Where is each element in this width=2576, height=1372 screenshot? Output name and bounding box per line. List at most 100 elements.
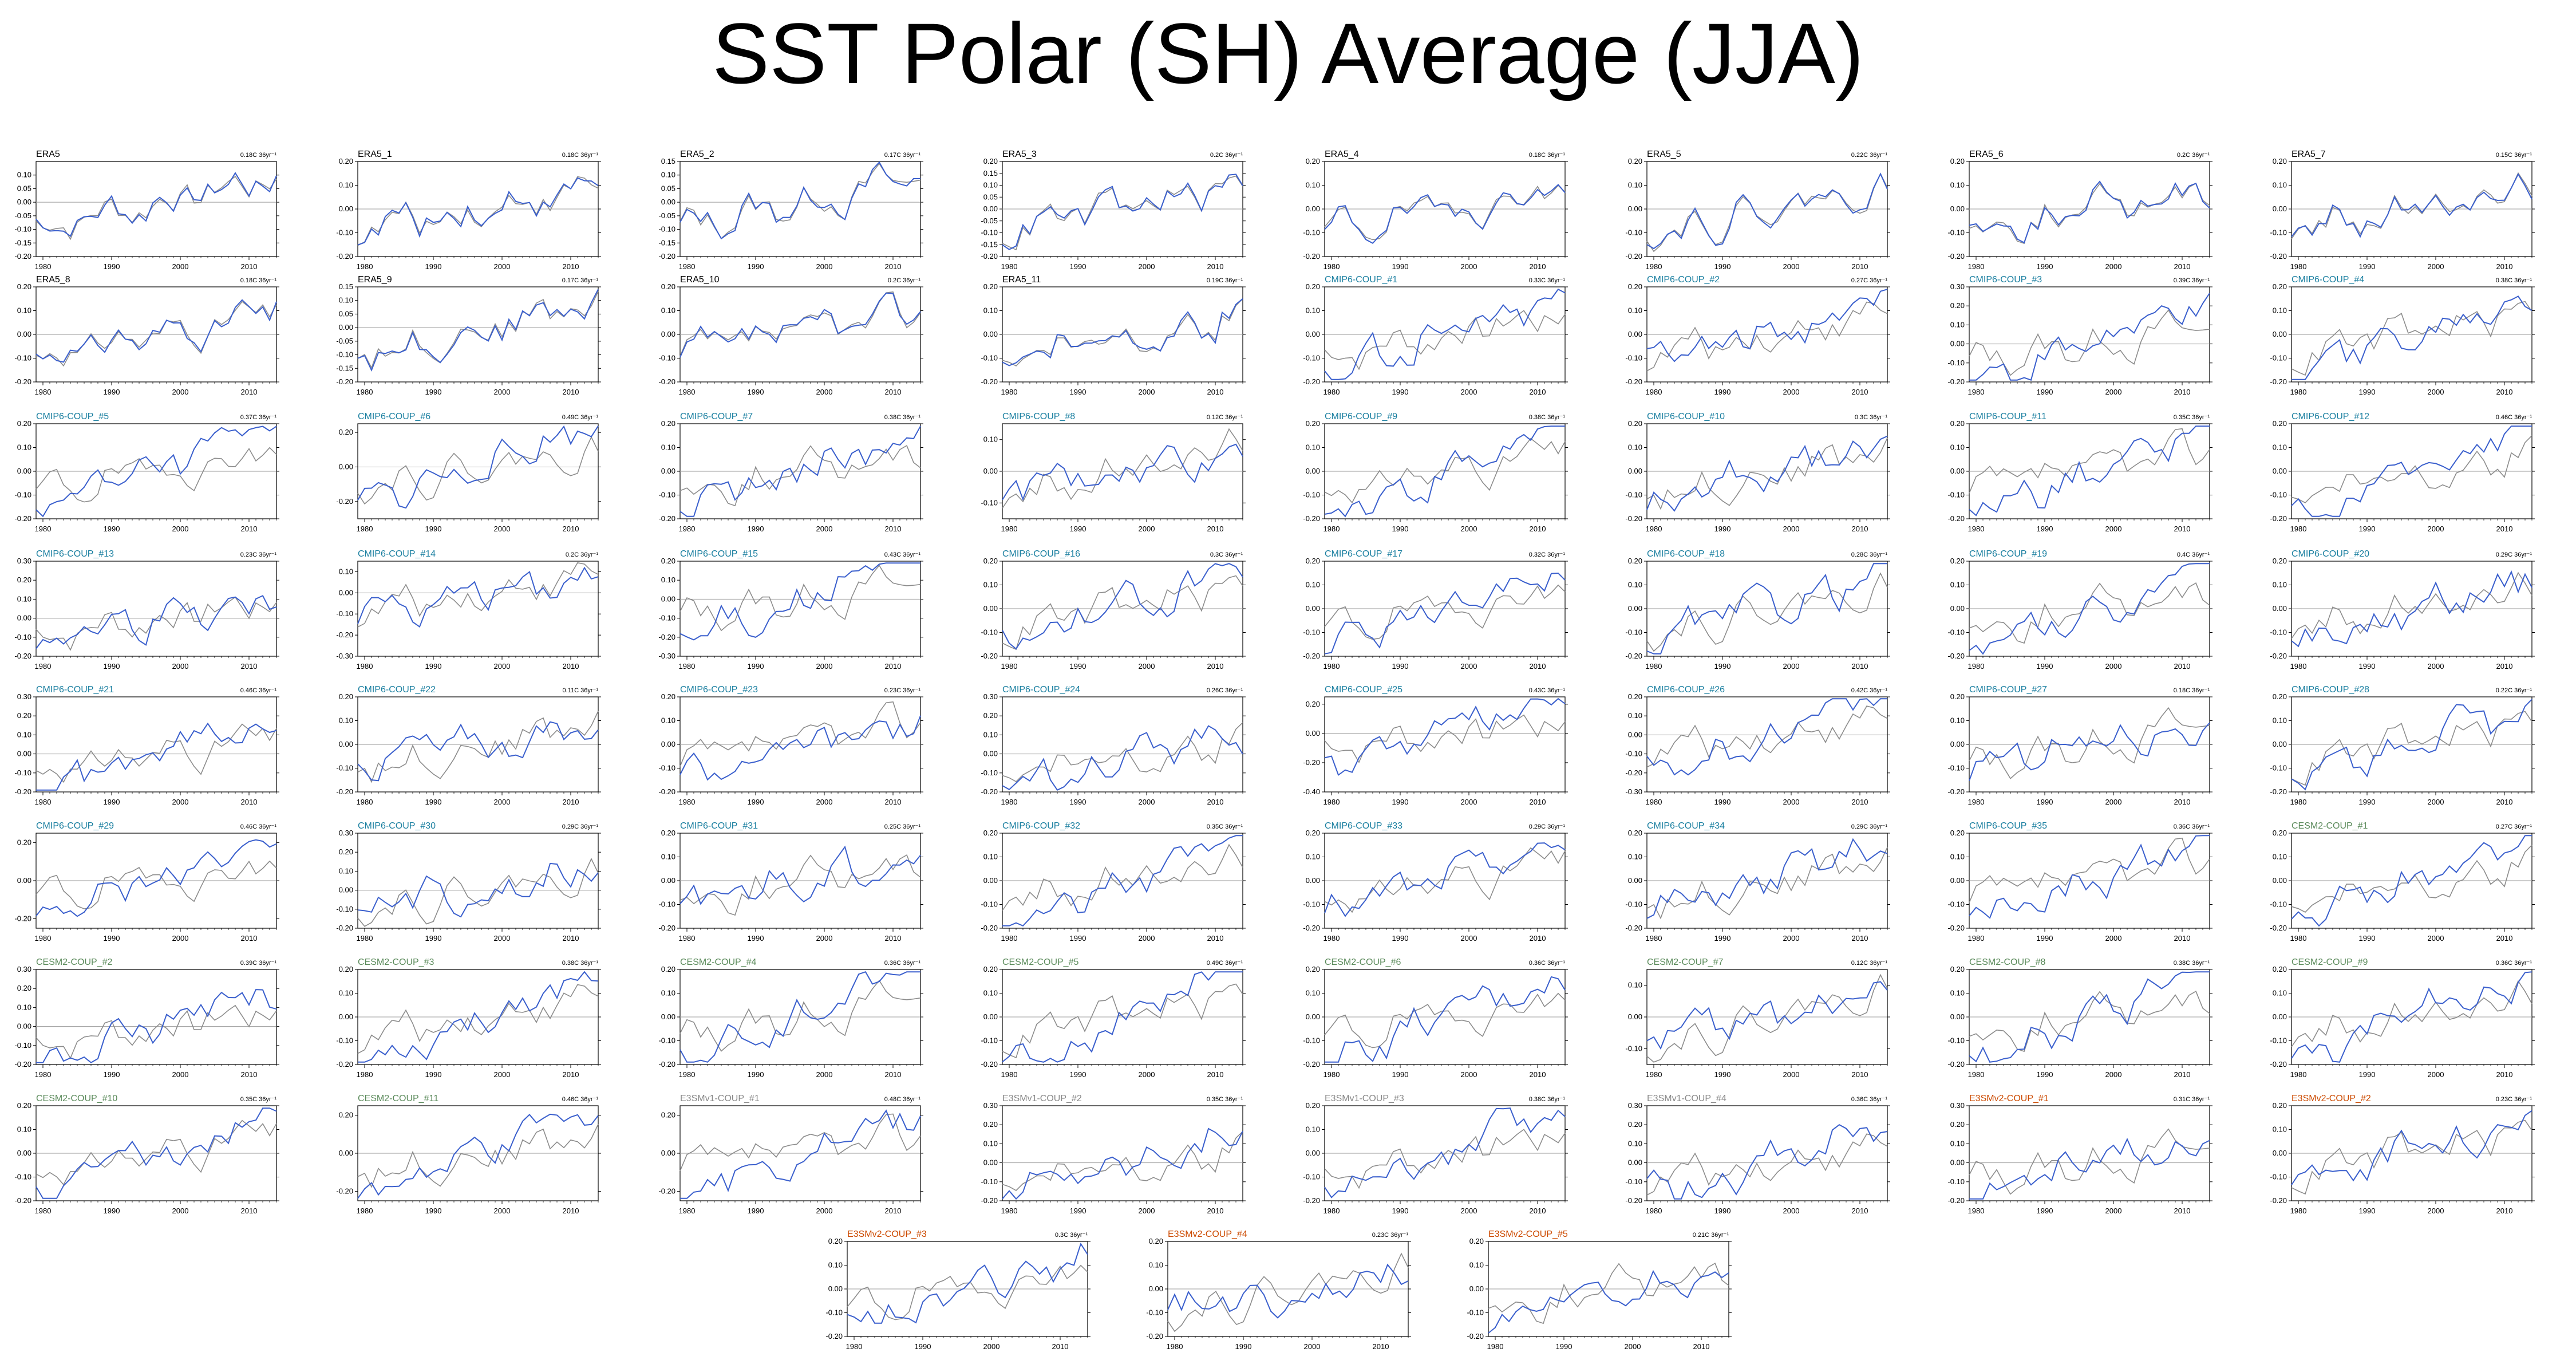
- y-tick-label: -0.20: [2270, 1196, 2287, 1205]
- panel-era5-3: ERA5_3 0.2C 36yr⁻¹ 0.20 0.15 0.10 0.05 0.00 -0.…: [981, 149, 1246, 271]
- panel-era5-2: ERA5_2 0.17C 36yr⁻¹ 0.15 0.10 0.05 0.00 -0.05 -…: [658, 149, 923, 271]
- panel-title: CMIP6-COUP_#8: [1002, 412, 1075, 421]
- x-tick-label: 1980: [357, 1070, 373, 1079]
- x-tick-label: 2000: [1783, 1207, 1800, 1215]
- series-member-line: [357, 862, 599, 918]
- x-tick-label: 1980: [35, 262, 52, 271]
- x-tick-label: 1990: [1235, 1342, 1252, 1351]
- y-tick-label: -0.10: [1625, 628, 1642, 637]
- y-tick-label: 0.00: [1628, 604, 1642, 613]
- y-tick-label: -0.20: [1303, 652, 1320, 660]
- y-tick-label: 0.20: [17, 419, 31, 428]
- y-tick-label: -0.05: [336, 337, 353, 345]
- y-tick-label: -0.10: [981, 498, 998, 507]
- series-member-line: [1969, 425, 2210, 517]
- y-tick-label: 0.10: [1950, 581, 1965, 589]
- x-tick-label: 1980: [35, 798, 52, 806]
- x-tick-label: 2010: [1530, 525, 1546, 533]
- panel-title: CMIP6-COUP_#35: [1969, 821, 2047, 831]
- y-tick-label: -0.20: [1625, 1196, 1642, 1205]
- y-tick-label: -0.10: [1303, 1173, 1320, 1181]
- y-tick-label: -0.20: [1467, 1332, 1484, 1341]
- series-reference-line: [1969, 582, 2210, 644]
- x-tick-label: 2010: [1207, 388, 1224, 396]
- y-tick-label: 0.00: [983, 604, 998, 613]
- series-reference-line: [1324, 992, 1566, 1048]
- x-tick-label: 2000: [816, 525, 833, 533]
- panel-trend-label: 0.27C 36yr⁻¹: [1851, 277, 1888, 284]
- series-reference-line: [1646, 301, 1888, 372]
- panel-era5-6: ERA5_6 0.2C 36yr⁻¹0.200.100.00-0.10-0.201…: [1947, 149, 2212, 271]
- panel-era5-11: ERA5_11 0.19C 36yr⁻¹ 0.20 0.10 0.00 -0.10 -0.2…: [981, 275, 1246, 396]
- x-tick-label: 2000: [2105, 525, 2122, 533]
- plot-frame: [35, 561, 277, 657]
- x-tick-label: 2010: [2496, 525, 2513, 533]
- series-member-line: [36, 989, 277, 1063]
- x-tick-label: 1990: [2359, 1207, 2376, 1215]
- x-tick-label: 1980: [679, 1207, 696, 1215]
- y-tick-label: -0.20: [658, 377, 675, 386]
- panel-trend-label: 0.32C 36yr⁻¹: [1529, 551, 1566, 558]
- panel-e3smv2-coup-4: E3SMv2-COUP_#4 0.23C 36yr⁻¹ 0.20 0.10 0.00 -0…: [1146, 1229, 1411, 1351]
- panel-era5-10: ERA5_10 0.2C 36yr⁻¹ 0.20 0.10 0.00 -0.10 -0.20…: [658, 275, 923, 396]
- panel-cmip6-coup-16: CMIP6-COUP_#16 0.3C 36yr⁻¹ 0.20 0.10 0.00 -0.…: [981, 549, 1246, 671]
- plot-frame: [35, 969, 277, 1065]
- y-tick-label: 0.10: [661, 989, 675, 998]
- y-tick-label: 0.00: [983, 1158, 998, 1167]
- plot-frame: [1646, 1105, 1888, 1201]
- x-tick-label: 2000: [2105, 262, 2122, 271]
- series-member-line: [1002, 563, 1243, 650]
- series-reference-line: [1969, 707, 2210, 779]
- panel-trend-label: 0.23C 36yr⁻¹: [2496, 1096, 2532, 1103]
- panel-cmip6-coup-34: CMIP6-COUP_#34 0.29C 36yr⁻¹ 0.20 0.10 0.00 -0…: [1625, 821, 1890, 943]
- panel-trend-label: 0.12C 36yr⁻¹: [1851, 960, 1888, 967]
- y-tick-label: 0.20: [1950, 692, 1965, 701]
- panel-title: CMIP6-COUP_#26: [1647, 685, 1725, 695]
- x-tick-label: 2010: [241, 1070, 258, 1079]
- y-tick-label: 0.10: [1149, 1261, 1163, 1270]
- y-tick-label: -0.10: [1947, 900, 1965, 909]
- panel-title: E3SMv1-COUP_#3: [1325, 1094, 1404, 1103]
- y-tick-label: -0.20: [981, 1060, 998, 1069]
- x-tick-label: 2010: [1852, 798, 1868, 806]
- y-tick-label: 0.20: [1306, 1101, 1320, 1110]
- series-member-line: [1488, 1270, 1729, 1334]
- y-tick-label: -0.10: [1625, 491, 1642, 499]
- series-member-line: [1969, 293, 2210, 381]
- x-tick-label: 1990: [1714, 1207, 1731, 1215]
- y-tick-label: 0.10: [339, 866, 353, 875]
- y-tick-label: 0.00: [339, 462, 353, 471]
- x-tick-label: 2000: [2428, 934, 2444, 943]
- plot-frame: [1969, 1105, 2210, 1201]
- x-tick-label: 1990: [748, 662, 764, 671]
- y-tick-label: -0.10: [14, 225, 31, 234]
- y-tick-label: 0.00: [983, 876, 998, 885]
- y-tick-label: -0.10: [1303, 354, 1320, 362]
- y-tick-label: -0.20: [14, 914, 31, 922]
- panel-cmip6-coup-33: CMIP6-COUP_#33 0.29C 36yr⁻¹ 0.20 0.10 0.00 -0…: [1303, 821, 1568, 943]
- y-tick-label: 0.10: [1306, 443, 1320, 452]
- panel-cmip6-coup-9: CMIP6-COUP_#9 0.38C 36yr⁻¹ 0.20 0.10 0.00 -0.…: [1303, 412, 1568, 533]
- y-tick-label: 0.10: [1469, 1261, 1484, 1270]
- panel-trend-label: 0.22C 36yr⁻¹: [1851, 152, 1888, 159]
- y-tick-label: 0.20: [17, 838, 31, 847]
- y-tick-label: 0.30: [17, 692, 31, 701]
- series-reference-line: [1324, 584, 1566, 640]
- x-tick-label: 1990: [1714, 525, 1731, 533]
- y-tick-label: 0.00: [983, 1012, 998, 1021]
- y-tick-label: 0.20: [983, 282, 998, 291]
- x-tick-label: 2010: [885, 1070, 902, 1079]
- y-tick-label: 0.15: [661, 157, 675, 165]
- y-tick-label: 0.00: [17, 614, 31, 622]
- x-tick-label: 2000: [1783, 388, 1800, 396]
- panel-title: CMIP6-COUP_#15: [680, 549, 758, 559]
- y-tick-label: -0.10: [658, 764, 675, 772]
- panel-title: E3SMv1-COUP_#2: [1002, 1094, 1082, 1103]
- x-tick-label: 2010: [241, 1207, 258, 1215]
- x-tick-label: 1990: [1556, 1342, 1573, 1351]
- y-tick-label: -0.20: [336, 1186, 353, 1195]
- series-reference-line: [2291, 435, 2532, 503]
- panel-cmip6-coup-4: CMIP6-COUP_#4 0.38C 36yr⁻¹ 0.20 0.10 0.00 -0.…: [2270, 275, 2535, 396]
- y-tick-label: -0.30: [336, 652, 353, 660]
- x-tick-label: 1990: [425, 525, 442, 533]
